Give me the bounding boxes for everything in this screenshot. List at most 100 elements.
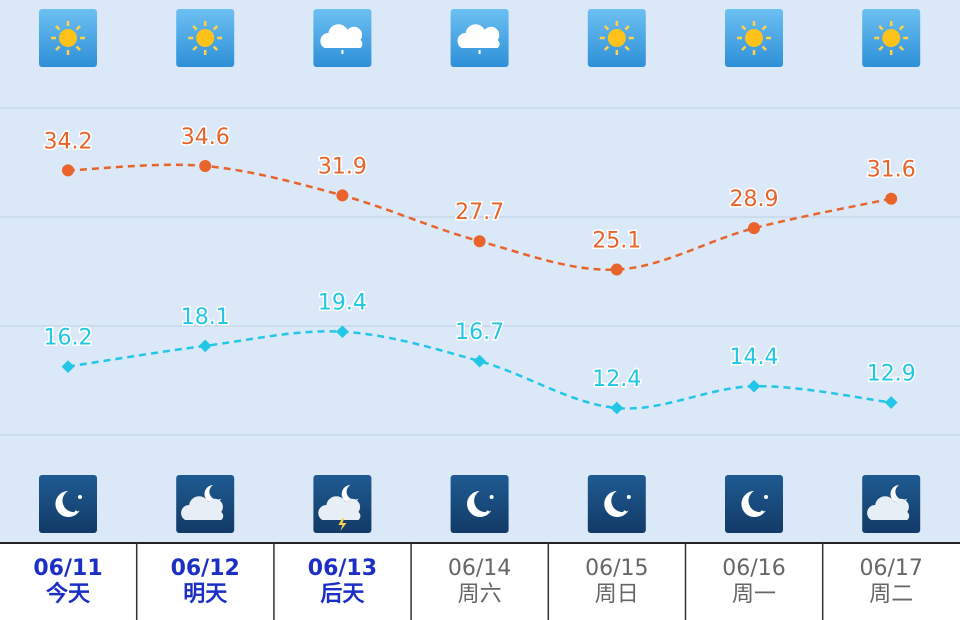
icon-bg <box>39 475 97 533</box>
cloud <box>457 24 500 48</box>
point <box>610 263 623 276</box>
value-label: 14.4 <box>730 345 779 370</box>
moon <box>204 485 222 503</box>
night-icon <box>862 475 921 533</box>
point <box>473 354 486 368</box>
star <box>486 510 490 514</box>
night-icon <box>176 475 235 533</box>
sun-ray <box>192 45 198 51</box>
sun-ray <box>192 25 198 31</box>
moon <box>341 485 359 503</box>
cloud <box>867 496 910 520</box>
point <box>199 160 212 172</box>
value-label: 28.9 <box>730 187 779 212</box>
grid <box>0 107 960 436</box>
value-label: 27.7 <box>455 200 504 225</box>
day-label: 周二 <box>869 582 913 607</box>
star <box>78 495 82 499</box>
day-icon <box>313 9 372 67</box>
background <box>0 0 960 543</box>
cloud <box>181 496 224 520</box>
sun <box>59 29 77 47</box>
point <box>748 222 760 235</box>
day-icon <box>862 9 921 67</box>
footer <box>0 543 960 620</box>
day-label: 今天 <box>46 581 91 607</box>
value-label: 12.4 <box>592 367 641 392</box>
day-icon <box>450 9 509 67</box>
night-icon <box>313 475 372 533</box>
sun-ray <box>761 25 767 31</box>
night-icon <box>39 475 97 533</box>
star <box>760 510 764 514</box>
star <box>764 495 768 499</box>
value-label: 19.4 <box>318 291 367 316</box>
icons <box>39 9 921 533</box>
value-label: 25.1 <box>592 229 641 254</box>
night-icon <box>725 475 783 533</box>
night-icon <box>450 475 509 533</box>
day-label: 周一 <box>732 582 776 607</box>
sun-ray <box>878 25 884 31</box>
day-label: 周六 <box>458 582 502 607</box>
day-label: 后天 <box>320 582 365 607</box>
sun <box>607 29 626 47</box>
moon <box>741 491 766 517</box>
sun-ray <box>75 45 81 51</box>
point <box>885 192 898 205</box>
date-label: 06/12 <box>171 556 240 581</box>
sun-ray <box>212 25 219 31</box>
cloud <box>320 24 363 48</box>
sun-ray <box>75 25 81 31</box>
day-icon <box>176 9 235 67</box>
sun <box>882 29 901 47</box>
point <box>198 339 212 353</box>
moon <box>55 491 80 517</box>
sun-ray <box>878 45 884 51</box>
moon <box>604 491 629 517</box>
day-icon <box>39 9 97 67</box>
day-icon <box>587 9 646 67</box>
night-icon <box>587 475 646 533</box>
value-label: 12.9 <box>867 362 916 387</box>
point <box>473 235 486 248</box>
value-label: 16.7 <box>455 320 504 345</box>
sun-ray <box>761 45 767 51</box>
sun-ray <box>212 45 219 51</box>
point <box>61 360 75 373</box>
value-label: 31.6 <box>867 158 916 183</box>
star <box>489 495 494 499</box>
sun-ray <box>898 45 905 51</box>
sun-ray <box>741 45 747 51</box>
date-label: 06/11 <box>33 556 102 581</box>
sun-ray <box>741 25 747 31</box>
icon-bg <box>450 475 509 533</box>
value-label: 31.9 <box>318 154 367 179</box>
value-label: 18.1 <box>181 305 230 330</box>
point <box>62 164 74 177</box>
icon-bg <box>725 475 783 533</box>
sun <box>196 29 215 47</box>
value-label: 34.6 <box>181 125 230 150</box>
sun-ray <box>898 25 905 31</box>
date-label: 06/16 <box>722 556 785 581</box>
value-label: 16.2 <box>44 326 93 351</box>
sun-ray <box>624 25 630 31</box>
date-label: 06/13 <box>308 556 377 581</box>
point <box>336 189 349 202</box>
point <box>336 325 349 339</box>
sun-ray <box>603 25 610 31</box>
date-label: 06/15 <box>585 556 648 581</box>
sun-ray <box>55 25 61 31</box>
sun <box>745 29 763 47</box>
day-label: 明天 <box>183 582 228 607</box>
day-icon <box>725 9 783 67</box>
moon <box>467 491 492 517</box>
day-label: 周日 <box>595 582 639 607</box>
value-label: 34.2 <box>44 129 93 154</box>
bolt <box>338 518 347 531</box>
star <box>74 510 78 514</box>
sun-ray <box>55 45 61 51</box>
star <box>626 495 631 499</box>
